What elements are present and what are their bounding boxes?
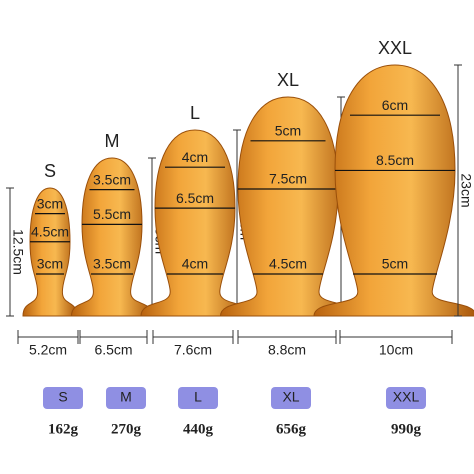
width-label: 6.5cm bbox=[94, 342, 132, 358]
measure-label: 7.5cm bbox=[269, 171, 307, 187]
size-label: M bbox=[105, 131, 120, 151]
weight-label: 440g bbox=[183, 421, 214, 437]
weight-label: 270g bbox=[111, 421, 142, 437]
measure-label: 5.5cm bbox=[93, 206, 131, 222]
size-badge bbox=[271, 387, 311, 409]
size-label: XL bbox=[277, 70, 299, 90]
size-badge bbox=[43, 387, 83, 409]
measure-label: 6cm bbox=[382, 97, 408, 113]
height-label: 12.5cm bbox=[10, 229, 26, 275]
size-badge bbox=[386, 387, 426, 409]
badge-label: S bbox=[58, 389, 67, 405]
badge-label: M bbox=[120, 389, 132, 405]
measure-label: 4.5cm bbox=[269, 256, 307, 272]
measure-label: 6.5cm bbox=[176, 190, 214, 206]
measure-label: 4cm bbox=[182, 149, 208, 165]
measure-label: 3cm bbox=[37, 256, 63, 272]
size-label: L bbox=[190, 103, 200, 123]
badge-label: L bbox=[194, 389, 202, 405]
measure-label: 4.5cm bbox=[31, 223, 69, 239]
size-label: XXL bbox=[378, 38, 412, 58]
measure-label: 3cm bbox=[37, 195, 63, 211]
product-shape bbox=[140, 129, 250, 317]
measure-label: 8.5cm bbox=[376, 152, 414, 168]
weight-label: 990g bbox=[391, 421, 422, 437]
width-label: 8.8cm bbox=[268, 342, 306, 358]
weight-label: 162g bbox=[48, 421, 79, 437]
size-badge bbox=[106, 387, 146, 409]
weight-label: 656g bbox=[276, 421, 307, 437]
product-shape bbox=[313, 64, 474, 317]
measure-label: 3.5cm bbox=[93, 171, 131, 187]
measure-label: 5cm bbox=[382, 256, 408, 272]
size-badge bbox=[178, 387, 218, 409]
height-label: 23cm bbox=[458, 173, 474, 207]
measure-label: 3.5cm bbox=[93, 256, 131, 272]
width-label: 10cm bbox=[379, 342, 413, 358]
badge-label: XL bbox=[282, 389, 299, 405]
width-label: 7.6cm bbox=[174, 342, 212, 358]
measure-label: 4cm bbox=[182, 256, 208, 272]
width-label: 5.2cm bbox=[29, 342, 67, 358]
size-label: S bbox=[44, 161, 56, 181]
badge-label: XXL bbox=[393, 389, 420, 405]
measure-label: 5cm bbox=[275, 123, 301, 139]
